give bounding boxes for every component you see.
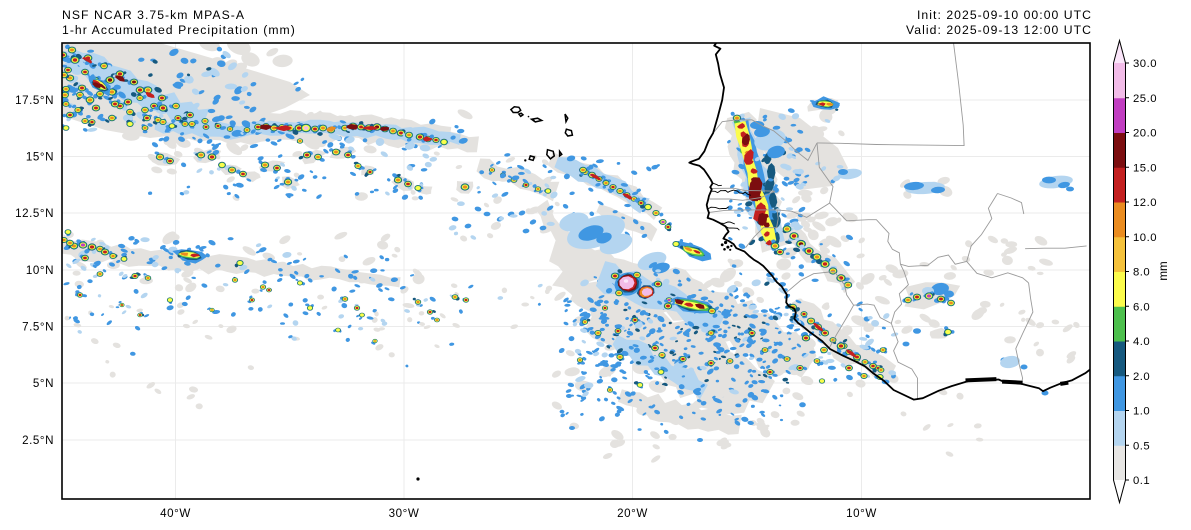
svg-text:20°W: 20°W bbox=[617, 507, 648, 520]
svg-text:10°W: 10°W bbox=[846, 507, 877, 520]
svg-text:15°N: 15°N bbox=[26, 151, 54, 164]
svg-text:10.0: 10.0 bbox=[1133, 232, 1157, 244]
svg-text:40°W: 40°W bbox=[160, 507, 191, 520]
svg-text:12.0: 12.0 bbox=[1133, 197, 1157, 209]
svg-text:15.0: 15.0 bbox=[1133, 162, 1157, 174]
svg-text:1-hr Accumulated Precipitation: 1-hr Accumulated Precipitation (mm) bbox=[62, 23, 296, 37]
svg-text:0.1: 0.1 bbox=[1133, 475, 1150, 487]
svg-text:25.0: 25.0 bbox=[1133, 93, 1157, 105]
svg-text:Init: 2025-09-10 00:00 UTC: Init: 2025-09-10 00:00 UTC bbox=[917, 8, 1092, 22]
svg-text:30.0: 30.0 bbox=[1133, 58, 1157, 70]
svg-text:mm: mm bbox=[1157, 261, 1170, 280]
svg-text:7.5°N: 7.5°N bbox=[22, 321, 54, 334]
svg-text:10°N: 10°N bbox=[26, 264, 54, 277]
svg-text:1.0: 1.0 bbox=[1133, 406, 1150, 418]
svg-text:20.0: 20.0 bbox=[1133, 128, 1157, 140]
svg-text:6.0: 6.0 bbox=[1133, 301, 1150, 313]
svg-text:8.0: 8.0 bbox=[1133, 267, 1150, 279]
svg-text:17.5°N: 17.5°N bbox=[15, 94, 54, 107]
svg-text:0.5: 0.5 bbox=[1133, 440, 1150, 452]
svg-text:NSF NCAR 3.75-km MPAS-A: NSF NCAR 3.75-km MPAS-A bbox=[62, 8, 245, 22]
svg-text:4.0: 4.0 bbox=[1133, 336, 1150, 348]
svg-text:12.5°N: 12.5°N bbox=[15, 207, 54, 220]
svg-text:30°W: 30°W bbox=[389, 507, 420, 520]
svg-text:5°N: 5°N bbox=[33, 377, 54, 390]
svg-text:2.5°N: 2.5°N bbox=[22, 434, 54, 447]
svg-text:Valid: 2025-09-13 12:00 UTC: Valid: 2025-09-13 12:00 UTC bbox=[906, 23, 1092, 37]
svg-text:2.0: 2.0 bbox=[1133, 371, 1150, 383]
